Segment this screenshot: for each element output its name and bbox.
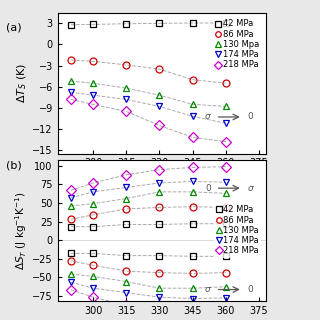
Y-axis label: $\Delta S_T$ (J kg$^{-1}$K$^{-1}$): $\Delta S_T$ (J kg$^{-1}$K$^{-1}$) — [13, 191, 29, 270]
Text: $\sigma$: $\sigma$ — [204, 285, 212, 294]
Text: 0: 0 — [247, 285, 252, 294]
Text: (a): (a) — [6, 22, 22, 32]
Text: (b): (b) — [6, 160, 22, 170]
Text: 0: 0 — [206, 184, 212, 193]
Text: $\sigma$: $\sigma$ — [247, 184, 255, 193]
Legend: 42 MPa, 86 MPa, 130 Mpa, 174 MPa, 218 MPa: 42 MPa, 86 MPa, 130 Mpa, 174 MPa, 218 MP… — [213, 17, 261, 72]
Text: $\sigma$: $\sigma$ — [204, 113, 212, 122]
Y-axis label: $\Delta T_S$ (K): $\Delta T_S$ (K) — [16, 63, 29, 103]
Legend: 42 MPa, 86 MPa, 130 MPa, 174 MPa, 218 MPa: 42 MPa, 86 MPa, 130 MPa, 174 MPa, 218 MP… — [214, 203, 261, 258]
X-axis label: Temperature (K): Temperature (K) — [104, 172, 220, 186]
Text: 0: 0 — [247, 113, 252, 122]
